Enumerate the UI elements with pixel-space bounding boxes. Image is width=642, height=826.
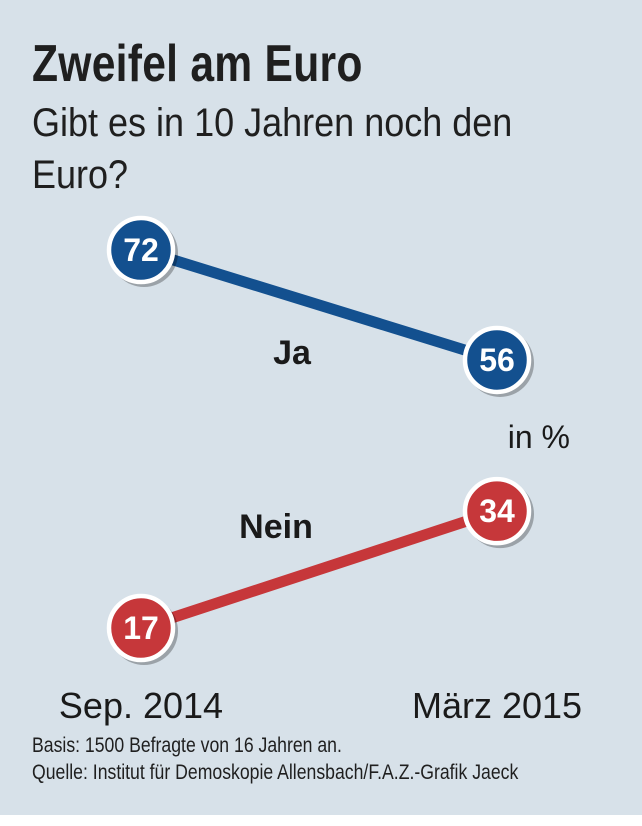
chart-subtitle: Gibt es in 10 Jahren noch den Euro? <box>32 101 513 197</box>
x-tick-label-1: März 2015 <box>412 685 582 726</box>
data-label-nein-0: 17 <box>123 610 159 646</box>
data-point-ja-1 <box>462 325 532 395</box>
footnote-basis: Basis: 1500 Befragte von 16 Jahren an. <box>32 734 342 757</box>
data-label-nein-1: 34 <box>479 493 515 529</box>
unit-label: in % <box>508 419 570 455</box>
series-line-ja <box>135 244 503 366</box>
data-point-ja-0 <box>106 215 176 285</box>
data-label-ja-1: 56 <box>479 342 515 378</box>
x-tick-label-0: Sep. 2014 <box>59 685 223 726</box>
chart-title: Zweifel am Euro <box>32 35 363 93</box>
data-label-ja-0: 72 <box>123 232 159 268</box>
data-point-nein-0 <box>106 593 176 663</box>
data-point-nein-1 <box>462 476 532 546</box>
footnote-source: Quelle: Institut für Demoskopie Allensba… <box>32 761 519 784</box>
series-label-nein: Nein <box>239 508 313 546</box>
series-label-ja: Ja <box>273 334 312 372</box>
series-line-nein <box>135 505 503 634</box>
